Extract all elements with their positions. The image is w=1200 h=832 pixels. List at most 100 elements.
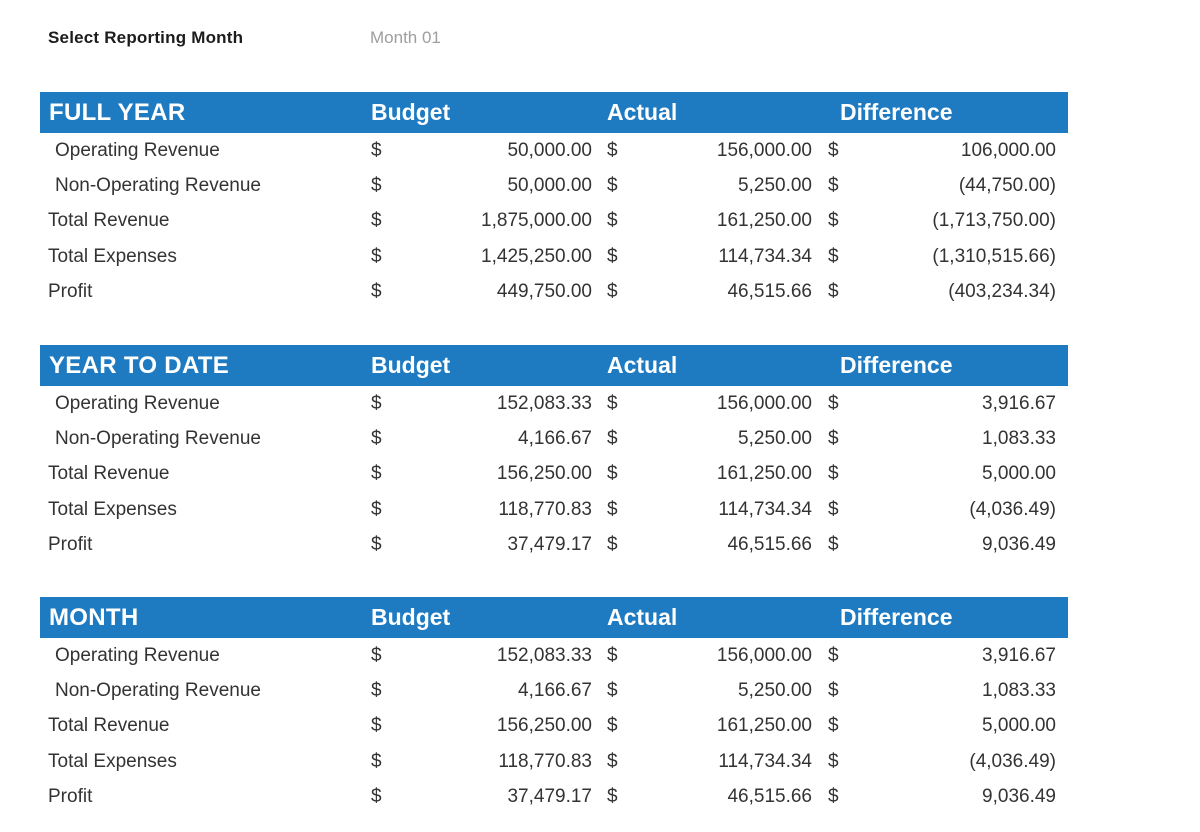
row-label: Total Revenue xyxy=(48,715,170,737)
currency-symbol: $ xyxy=(371,392,382,414)
actual-value: 114,734.34 xyxy=(718,750,812,772)
row-label: Profit xyxy=(48,534,93,556)
budget-cell: $37,479.17 xyxy=(365,786,600,808)
table-title: MONTH xyxy=(49,603,139,631)
budget-cell: $118,770.83 xyxy=(365,751,600,773)
currency-symbol: $ xyxy=(607,680,618,702)
table-row: Profit $449,750.00 $46,515.66 $ (403,234.… xyxy=(40,275,1068,310)
reporting-month-select[interactable]: Month 01 xyxy=(370,28,441,47)
row-label: Operating Revenue xyxy=(55,392,220,414)
month-table: MONTH Budget Actual Difference Operating… xyxy=(40,597,1068,815)
actual-cell: $114,734.34 xyxy=(600,499,820,521)
budget-value: 1,425,250.00 xyxy=(481,245,592,267)
difference-cell: $5,000.00 xyxy=(820,715,1068,737)
difference-value: 5,000.00 xyxy=(982,463,1056,485)
table-row: Total Revenue $156,250.00 $161,250.00 $5… xyxy=(40,709,1068,744)
actual-value: 156,000.00 xyxy=(716,392,812,414)
difference-cell: $1,083.33 xyxy=(820,680,1068,702)
currency-symbol: $ xyxy=(371,534,382,556)
budget-cell: $156,250.00 xyxy=(365,715,600,737)
currency-symbol: $ xyxy=(607,644,618,666)
column-header-budget: Budget xyxy=(371,99,451,125)
difference-value: (403,234.34) xyxy=(948,281,1056,303)
column-header-actual: Actual xyxy=(607,99,678,125)
currency-symbol: $ xyxy=(371,786,382,808)
budget-value: 37,479.17 xyxy=(507,534,592,556)
difference-cell: $ (4,036.49) xyxy=(820,751,1068,773)
currency-symbol: $ xyxy=(828,463,839,485)
row-label: Operating Revenue xyxy=(55,644,220,666)
row-label: Operating Revenue xyxy=(55,139,220,161)
difference-value: (1,310,515.66) xyxy=(932,245,1056,267)
actual-cell: $156,000.00 xyxy=(600,645,820,667)
budget-cell: $156,250.00 xyxy=(365,463,600,485)
budget-value: 152,083.33 xyxy=(496,392,592,414)
actual-cell: $114,734.34 xyxy=(600,751,820,773)
actual-value: 46,515.66 xyxy=(727,534,812,556)
column-header-budget: Budget xyxy=(371,604,451,630)
difference-value: (1,713,750.00) xyxy=(932,210,1056,232)
actual-cell: $156,000.00 xyxy=(600,393,820,415)
actual-cell: $46,515.66 xyxy=(600,786,820,808)
column-header-difference: Difference xyxy=(840,352,953,378)
budget-value: 37,479.17 xyxy=(507,786,592,808)
difference-value: 3,916.67 xyxy=(982,644,1056,666)
actual-cell: $5,250.00 xyxy=(600,428,820,450)
budget-cell: $37,479.17 xyxy=(365,534,600,556)
actual-value: 5,250.00 xyxy=(738,680,812,702)
difference-cell: $9,036.49 xyxy=(820,534,1068,556)
currency-symbol: $ xyxy=(828,428,839,450)
budget-value: 118,770.83 xyxy=(498,750,592,772)
year-to-date-table: YEAR TO DATE Budget Actual Difference Op… xyxy=(40,345,1068,563)
actual-value: 161,250.00 xyxy=(716,463,812,485)
table-row: Operating Revenue $152,083.33 $156,000.0… xyxy=(40,638,1068,673)
actual-value: 46,515.66 xyxy=(727,786,812,808)
currency-symbol: $ xyxy=(607,392,618,414)
budget-cell: $1,425,250.00 xyxy=(365,246,600,268)
row-label: Total Expenses xyxy=(48,245,177,267)
difference-cell: $ (1,713,750.00) xyxy=(820,210,1068,232)
row-label: Profit xyxy=(48,281,93,303)
table-row: Non-Operating Revenue $50,000.00 $5,250.… xyxy=(40,168,1068,203)
difference-cell: $3,916.67 xyxy=(820,645,1068,667)
budget-value: 4,166.67 xyxy=(518,680,592,702)
difference-cell: $ (1,310,515.66) xyxy=(820,246,1068,268)
row-label: Non-Operating Revenue xyxy=(55,680,261,702)
table-row: Operating Revenue $152,083.33 $156,000.0… xyxy=(40,386,1068,421)
currency-symbol: $ xyxy=(371,750,382,772)
currency-symbol: $ xyxy=(607,534,618,556)
currency-symbol: $ xyxy=(607,281,618,303)
actual-cell: $161,250.00 xyxy=(600,210,820,232)
currency-symbol: $ xyxy=(828,498,839,520)
currency-symbol: $ xyxy=(371,245,382,267)
row-label: Non-Operating Revenue xyxy=(55,428,261,450)
actual-cell: $161,250.00 xyxy=(600,715,820,737)
table-header: MONTH Budget Actual Difference xyxy=(40,597,1068,638)
budget-cell: $4,166.67 xyxy=(365,428,600,450)
full-year-table: FULL YEAR Budget Actual Difference Opera… xyxy=(40,92,1068,310)
currency-symbol: $ xyxy=(607,750,618,772)
difference-value: 5,000.00 xyxy=(982,715,1056,737)
difference-cell: $ (4,036.49) xyxy=(820,499,1068,521)
budget-value: 1,875,000.00 xyxy=(481,210,592,232)
difference-value: (44,750.00) xyxy=(958,175,1056,197)
budget-value: 50,000.00 xyxy=(507,139,592,161)
budget-cell: $4,166.67 xyxy=(365,680,600,702)
difference-cell: $1,083.33 xyxy=(820,428,1068,450)
currency-symbol: $ xyxy=(828,680,839,702)
currency-symbol: $ xyxy=(828,715,839,737)
currency-symbol: $ xyxy=(828,139,839,161)
table-row: Non-Operating Revenue $4,166.67 $5,250.0… xyxy=(40,673,1068,708)
currency-symbol: $ xyxy=(607,463,618,485)
actual-value: 156,000.00 xyxy=(716,644,812,666)
currency-symbol: $ xyxy=(607,245,618,267)
row-label: Total Revenue xyxy=(48,463,170,485)
difference-value: (4,036.49) xyxy=(969,750,1056,772)
row-label: Total Expenses xyxy=(48,498,177,520)
table-row: Profit $37,479.17 $46,515.66 $9,036.49 xyxy=(40,528,1068,563)
select-reporting-month-label: Select Reporting Month xyxy=(48,28,244,47)
actual-cell: $5,250.00 xyxy=(600,175,820,197)
currency-symbol: $ xyxy=(371,175,382,197)
actual-value: 161,250.00 xyxy=(716,715,812,737)
